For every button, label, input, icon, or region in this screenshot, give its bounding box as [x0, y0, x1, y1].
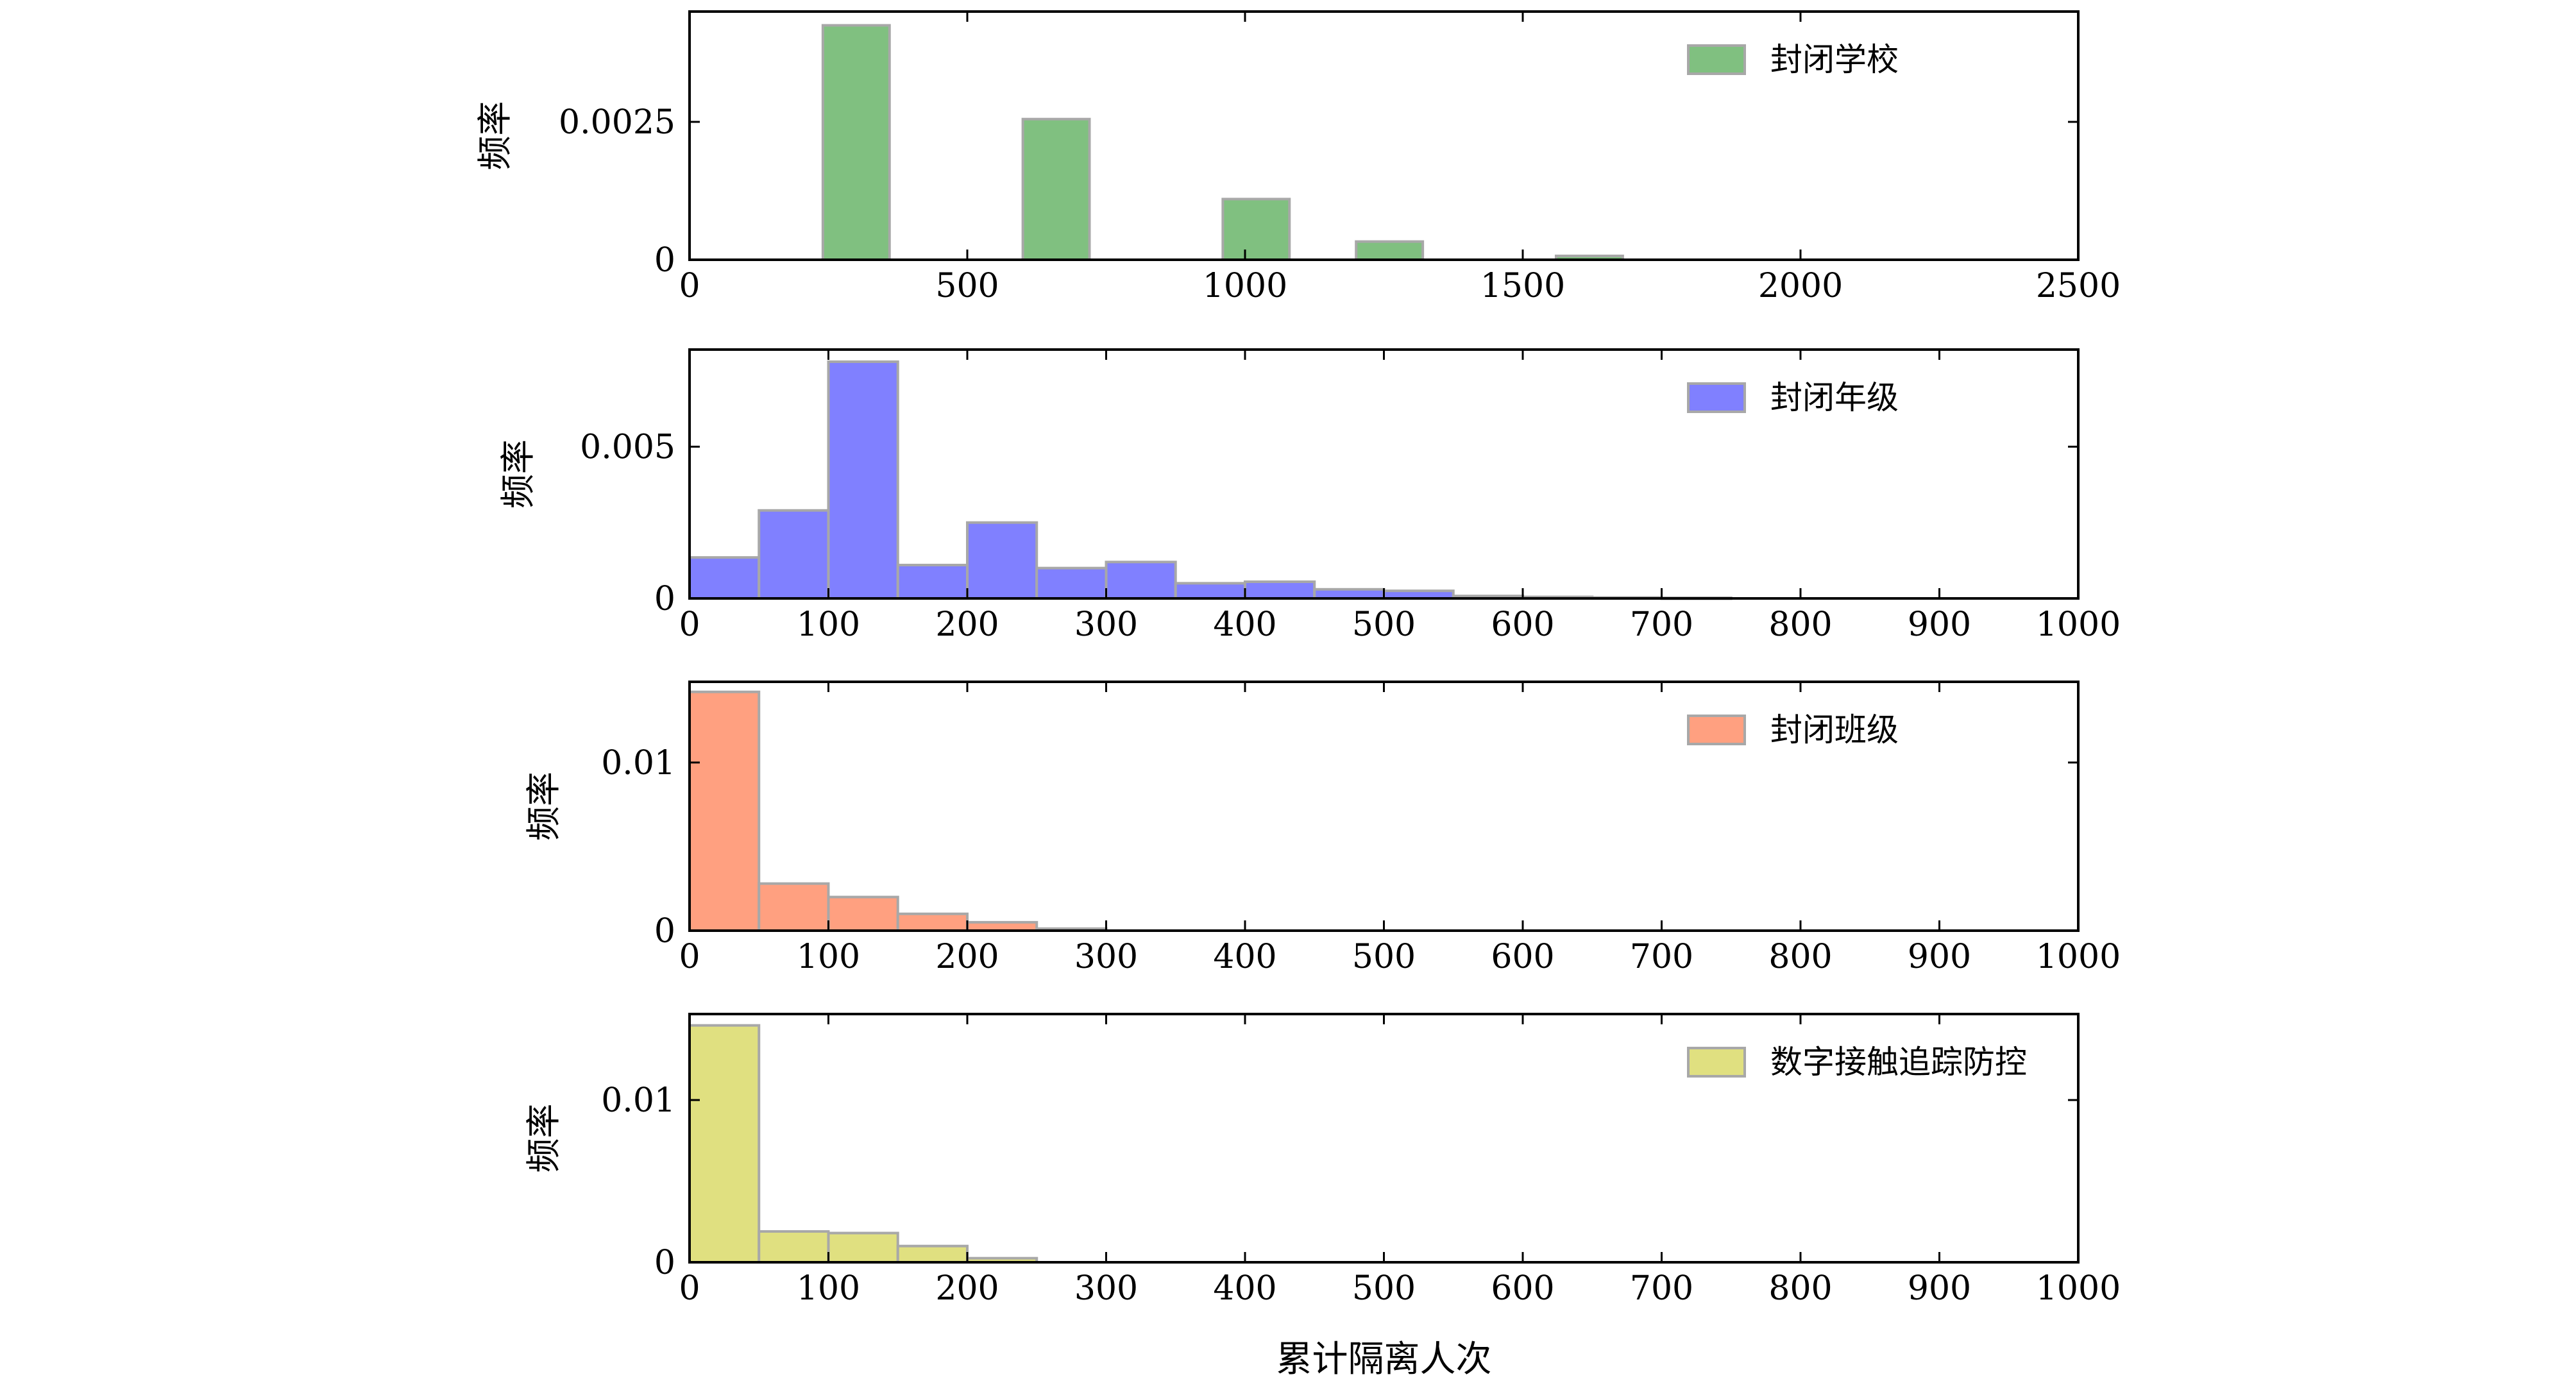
- y-tick-label: 0: [654, 912, 675, 951]
- panel-4: 0 100 200 300 400 500 600 700 800 900 1000 0 0.01 频率 数…: [523, 1013, 2121, 1379]
- legend: 封闭学校: [1687, 41, 1899, 78]
- histogram-bar: [966, 521, 1038, 600]
- x-tick-label: 900: [1908, 605, 1971, 644]
- x-tick-label: 0: [679, 1269, 700, 1308]
- x-tick-label: 2000: [1758, 267, 1843, 305]
- histogram-bar: [827, 895, 899, 933]
- x-tick-label: 200: [935, 605, 999, 644]
- x-tick-label: 1000: [2036, 938, 2121, 976]
- x-tick-label: 600: [1491, 605, 1554, 644]
- x-tick-label: 800: [1768, 938, 1832, 976]
- panel-1: 0 500 1000 1500 2000 2500 0 0.0025 频率 封闭学校: [475, 10, 2121, 305]
- x-tick-label: 1000: [1203, 267, 1287, 305]
- x-tick-label: 600: [1491, 1269, 1554, 1308]
- legend-label: 封闭学校: [1770, 41, 1899, 78]
- x-tick-label: 100: [797, 938, 860, 976]
- legend-label: 数字接触追踪防控: [1770, 1044, 2027, 1081]
- legend: 封闭班级: [1687, 711, 1899, 749]
- histogram-bar: [758, 509, 830, 600]
- histogram-bar: [1021, 117, 1091, 261]
- x-tick-label: 400: [1213, 1269, 1276, 1308]
- histogram-bar: [1244, 580, 1316, 600]
- histogram-bar: [827, 1231, 899, 1264]
- histogram-bar: [821, 24, 891, 261]
- histogram-bar: [1174, 582, 1246, 600]
- panel-2: 0 100 200 300 400 500 600 700 800 900 1000 0 0.005 频率…: [498, 348, 2121, 644]
- x-tick-label: 700: [1630, 1269, 1693, 1308]
- histogram-bar: [1355, 240, 1425, 261]
- histogram-bar: [758, 882, 830, 933]
- x-tick-label: 700: [1630, 605, 1693, 644]
- histogram-bar: [827, 360, 899, 600]
- x-tick-label: 500: [1352, 1269, 1416, 1308]
- histogram-bar: [758, 1230, 830, 1264]
- x-tick-label: 700: [1630, 938, 1693, 976]
- legend-label: 封闭班级: [1770, 711, 1899, 749]
- x-tick-label: 300: [1074, 605, 1138, 644]
- x-tick-label: 0: [679, 605, 700, 644]
- histogram-bar: [688, 690, 761, 932]
- x-tick-label: 1500: [1480, 267, 1565, 305]
- x-tick-label: 400: [1213, 938, 1276, 976]
- x-axis-label: 累计隔离人次: [1276, 1339, 1492, 1379]
- legend-swatch: [1687, 382, 1746, 413]
- histogram-bar: [688, 1024, 761, 1264]
- histogram-bar: [1313, 588, 1385, 600]
- x-tick-label: 900: [1908, 1269, 1971, 1308]
- x-tick-label: 600: [1491, 938, 1554, 976]
- y-axis-label: 频率: [498, 439, 538, 509]
- legend-label: 封闭年级: [1770, 379, 1899, 416]
- x-tick-label: 800: [1768, 1269, 1832, 1308]
- y-axis-label: 频率: [475, 101, 515, 171]
- x-tick-label: 2500: [2036, 267, 2121, 305]
- legend-swatch: [1687, 44, 1746, 75]
- y-axis-label: 频率: [523, 772, 564, 841]
- histogram-bar: [896, 1244, 969, 1264]
- x-tick-label: 400: [1213, 605, 1276, 644]
- histogram-bar: [1221, 198, 1291, 261]
- x-tick-label: 0: [679, 938, 700, 976]
- x-tick-label: 900: [1908, 938, 1971, 976]
- legend: 数字接触追踪防控: [1687, 1044, 2027, 1081]
- y-tick-label: 0: [654, 580, 675, 618]
- histogram-bar: [896, 912, 969, 933]
- x-tick-label: 200: [935, 938, 999, 976]
- y-tick-label: 0: [654, 1244, 675, 1282]
- histogram-bar: [1035, 566, 1108, 600]
- histogram-bar: [688, 556, 761, 600]
- x-tick-label: 300: [1074, 1269, 1138, 1308]
- y-tick-label: 0.005: [580, 428, 675, 466]
- y-tick-label: 0.01: [601, 1081, 675, 1120]
- y-tick-label: 0: [654, 241, 675, 280]
- y-tick-label: 0.01: [601, 744, 675, 783]
- x-tick-label: 500: [1352, 605, 1416, 644]
- x-tick-label: 1000: [2036, 605, 2121, 644]
- y-axis-label: 频率: [523, 1104, 564, 1173]
- legend-swatch: [1687, 715, 1746, 745]
- histogram-bar: [1105, 561, 1177, 600]
- x-tick-label: 200: [935, 1269, 999, 1308]
- legend: 封闭年级: [1687, 379, 1899, 416]
- y-tick-label: 0.0025: [559, 103, 675, 142]
- x-tick-label: 0: [679, 267, 700, 305]
- x-tick-label: 500: [1352, 938, 1416, 976]
- x-tick-label: 300: [1074, 938, 1138, 976]
- x-tick-label: 100: [797, 1269, 860, 1308]
- panel-3: 0 100 200 300 400 500 600 700 800 900 1000 0 0.01 频率 封…: [523, 681, 2121, 976]
- histogram-bar: [896, 563, 969, 600]
- legend-swatch: [1687, 1047, 1746, 1078]
- x-tick-label: 1000: [2036, 1269, 2121, 1308]
- x-tick-label: 100: [797, 605, 860, 644]
- x-tick-label: 800: [1768, 605, 1832, 644]
- axes-frame: [688, 10, 2080, 261]
- x-tick-label: 500: [935, 267, 999, 305]
